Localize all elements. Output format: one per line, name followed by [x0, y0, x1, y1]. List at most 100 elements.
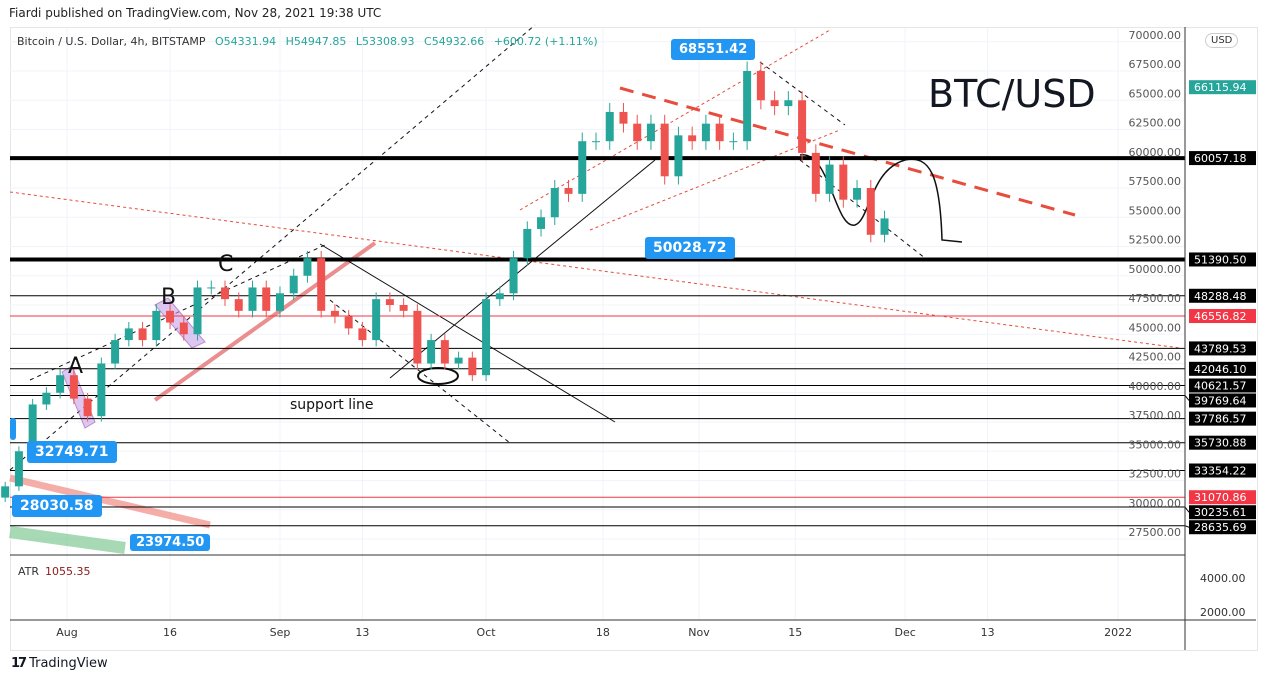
wave-label-b: B [161, 285, 177, 310]
price-tick: 27500.00 [1129, 526, 1182, 539]
wave-label-a: A [68, 354, 84, 379]
price-tick: 52500.00 [1129, 234, 1182, 247]
ohlc-open: O54331.94 [214, 35, 277, 48]
candle [550, 188, 559, 218]
price-callout: 50028.72 [645, 237, 735, 259]
price-axis[interactable]: 66115.94 60057.18 51390.50 48288.48 46556.82… [1184, 80, 1256, 535]
candle [633, 123, 642, 142]
price-tick: 70000.00 [1129, 29, 1182, 42]
price-tick: 37500.00 [1129, 409, 1182, 422]
level-badge [1189, 288, 1256, 303]
price-tick: 62500.00 [1129, 117, 1182, 130]
price-ticks[interactable]: 70000.00 67500.00 65000.00 62500.00 60000.00… [1129, 29, 1182, 539]
price-tick: 35000.00 [1129, 438, 1182, 451]
ohlc-close: C54932.66 [424, 35, 485, 48]
candle [839, 164, 848, 200]
candle [688, 135, 697, 142]
price-tick: 57500.00 [1129, 175, 1182, 188]
candles [1, 61, 889, 502]
candle [482, 299, 491, 376]
trend-line [319, 243, 616, 423]
candle [853, 188, 862, 200]
candle [619, 111, 628, 124]
candle [344, 316, 353, 329]
trend-band [9, 526, 126, 554]
time-tick: Dec [894, 626, 915, 639]
price-callout-edge [10, 418, 16, 440]
publisher-line: Fiardi published on TradingView.com, Nov… [9, 6, 382, 20]
candle [825, 164, 834, 194]
level-label: 48288.48 [1194, 290, 1247, 303]
time-tick: 18 [596, 626, 610, 639]
candle [701, 123, 710, 142]
level-label: 37786.57 [1194, 413, 1247, 426]
currency-button[interactable]: USD [1205, 33, 1239, 48]
level-badge [1189, 435, 1256, 450]
candle [743, 71, 752, 142]
candle [454, 357, 463, 364]
level-badge [1189, 520, 1256, 535]
level-badge [1189, 309, 1256, 324]
candle [14, 451, 23, 487]
candle [28, 404, 37, 452]
level-label: 60057.18 [1194, 152, 1247, 165]
candle [234, 299, 243, 311]
candle [97, 363, 106, 417]
time-tick: Sep [270, 626, 291, 639]
candle [385, 299, 394, 305]
candle [83, 398, 92, 417]
candle [591, 141, 600, 143]
candle [138, 328, 147, 341]
candle [221, 287, 230, 300]
level-label: 28635.69 [1194, 521, 1247, 534]
time-tick: 16 [163, 626, 177, 639]
tradingview-logo-icon: 17 [11, 656, 27, 671]
candle [152, 310, 161, 341]
level-badge [1189, 505, 1256, 520]
price-tick: 50000.00 [1129, 263, 1182, 276]
price-callout: 68551.42 [671, 39, 756, 60]
candle [275, 293, 284, 311]
level-label: 51390.50 [1194, 253, 1247, 266]
candle [729, 141, 738, 143]
level-connector [1184, 395, 1190, 401]
candle [564, 188, 573, 194]
level-badge [1189, 463, 1256, 478]
candle [372, 299, 381, 341]
price-tick: 47500.00 [1129, 292, 1182, 305]
atr-tick: 4000.00 [1200, 572, 1246, 585]
candle [427, 340, 436, 364]
candle [866, 188, 875, 235]
atr-legend: ATR 1055.35 [18, 565, 91, 578]
trend-line [9, 191, 1181, 349]
candle [440, 340, 449, 364]
candle [646, 123, 655, 142]
price-callout: 23974.50 [130, 534, 211, 551]
time-axis[interactable]: Aug 16 Sep 13 Oct 18 Nov 15 Dec 13 2022 [56, 626, 1132, 639]
level-badge [1189, 378, 1256, 393]
footer-brand[interactable]: 17 TradingView [11, 656, 108, 671]
candle [413, 310, 422, 364]
level-badge [1189, 341, 1256, 356]
candle [811, 152, 820, 194]
brand-name: TradingView [29, 656, 108, 671]
price-tick: 55000.00 [1129, 204, 1182, 217]
price-tick: 67500.00 [1129, 58, 1182, 71]
candle [523, 228, 532, 259]
candle [715, 123, 724, 142]
price-tick: 45000.00 [1129, 321, 1182, 334]
candle [166, 310, 175, 323]
chart-frame [10, 27, 1258, 651]
price-callout: 28030.58 [12, 495, 102, 517]
level-badge [1189, 490, 1256, 505]
candle [756, 71, 765, 101]
ohlc-low: L53308.93 [355, 35, 415, 48]
candle [537, 217, 546, 229]
candle [605, 111, 614, 142]
candle [303, 258, 312, 276]
price-tick: 60000.00 [1129, 146, 1182, 159]
price-callout: 32749.71 [27, 441, 117, 463]
time-tick: 13 [981, 626, 995, 639]
level-label: 39769.64 [1194, 394, 1247, 407]
